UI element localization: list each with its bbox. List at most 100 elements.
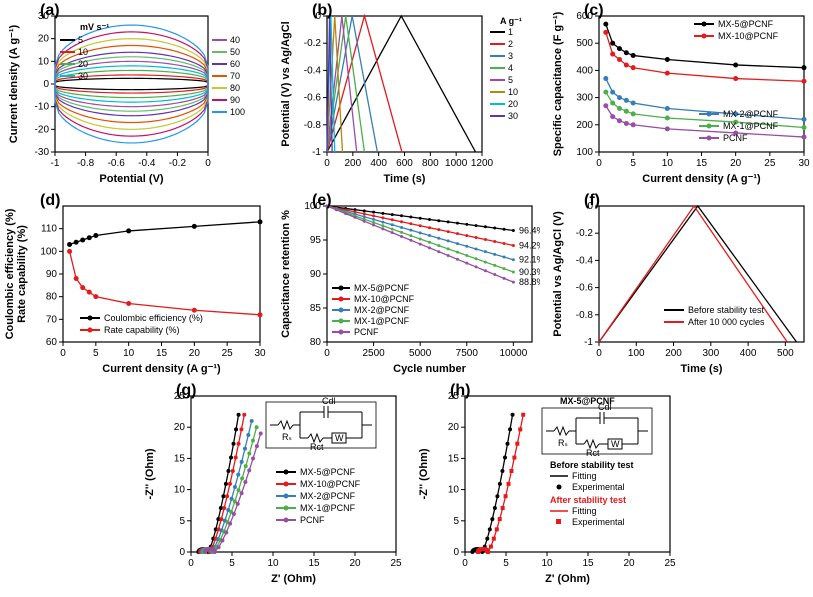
panel-e-label: (e) [312,192,332,210]
svg-text:20: 20 [78,59,88,69]
svg-text:15: 15 [696,158,708,169]
svg-text:Before stability test: Before stability test [550,460,634,470]
svg-text:MX-10@PCNF: MX-10@PCNF [300,479,361,489]
panel-a: (a) -1-0.8-0.6-0.4-0.20-30-20-100102030P… [0,2,268,190]
svg-text:Potential (V): Potential (V) [99,173,164,185]
panel-h-label: (h) [450,382,470,400]
svg-text:100: 100 [628,348,645,359]
svg-text:0: 0 [462,558,468,569]
svg-text:50: 50 [230,47,240,57]
svg-text:10: 10 [448,485,460,496]
svg-text:300: 300 [702,348,719,359]
svg-text:60: 60 [230,59,240,69]
svg-text:PCNF: PCNF [300,515,325,525]
svg-text:Before stability test: Before stability test [688,305,765,315]
svg-text:Current density (A g⁻¹): Current density (A g⁻¹) [642,173,761,185]
panel-c: (c) 051015202530100200300400500600Curren… [544,2,812,190]
svg-text:Rₛ: Rₛ [558,438,568,448]
svg-text:-0.2: -0.2 [576,228,594,239]
panel-f: (f) 0100200300400500-1-0.8-0.6-0.4-0.20T… [544,192,812,380]
svg-text:0: 0 [453,547,459,558]
svg-text:MX-2@PCNF: MX-2@PCNF [300,491,356,501]
svg-text:Current density (A g⁻¹): Current density (A g⁻¹) [8,24,20,143]
svg-text:10: 10 [662,158,674,169]
svg-text:25: 25 [664,558,676,569]
svg-text:94.2%: 94.2% [519,240,540,250]
svg-text:20: 20 [174,422,186,433]
svg-text:-0.4: -0.4 [138,158,156,169]
svg-text:110: 110 [41,224,57,235]
svg-text:1: 1 [508,27,513,37]
svg-text:5: 5 [229,558,235,569]
svg-text:Rate capability (%): Rate capability (%) [16,225,28,323]
svg-text:-0.4: -0.4 [304,65,322,76]
svg-text:5: 5 [508,75,513,85]
svg-text:10: 10 [267,558,279,569]
svg-text:5: 5 [78,35,83,45]
svg-text:25: 25 [390,558,402,569]
svg-text:MX-2@PCNF: MX-2@PCNF [723,109,779,119]
svg-text:MX-10@PCNF: MX-10@PCNF [718,31,779,41]
svg-text:0: 0 [179,547,185,558]
panel-h: (h) 05101520250510152025Z' (Ohm)-Z'' (Oh… [410,382,678,592]
svg-text:300: 300 [576,93,593,104]
svg-text:15: 15 [156,348,168,359]
svg-text:20: 20 [189,348,201,359]
svg-text:30: 30 [508,111,518,121]
svg-text:10: 10 [508,87,518,97]
panel-a-label: (a) [40,2,60,20]
svg-text:Cdl: Cdl [598,402,612,412]
svg-text:0: 0 [188,558,194,569]
svg-text:-0.6: -0.6 [304,93,322,104]
svg-text:MX-1@PCNF: MX-1@PCNF [723,121,779,131]
svg-text:30: 30 [254,348,266,359]
svg-text:Coulombic efficiency (%): Coulombic efficiency (%) [104,313,203,323]
svg-text:500: 500 [576,38,593,49]
svg-text:W: W [611,439,620,449]
svg-text:MX-2@PCNF: MX-2@PCNF [354,305,410,315]
svg-text:-0.6: -0.6 [108,158,126,169]
svg-text:10000: 10000 [499,348,527,359]
svg-text:MX-1@PCNF: MX-1@PCNF [354,316,410,326]
svg-text:Z' (Ohm): Z' (Ohm) [271,573,316,585]
panel-f-label: (f) [584,192,600,210]
svg-text:0: 0 [324,158,330,169]
svg-text:200: 200 [576,120,593,131]
svg-text:15: 15 [308,558,320,569]
svg-text:0: 0 [60,348,66,359]
svg-text:-Z'' (Ohm): -Z'' (Ohm) [418,448,430,499]
svg-text:10: 10 [123,348,135,359]
svg-text:500: 500 [777,348,794,359]
svg-text:0: 0 [324,348,330,359]
svg-text:Potential (V) vs Ag/AgCl: Potential (V) vs Ag/AgCl [280,21,292,147]
panel-d-label: (d) [40,192,60,210]
svg-text:5: 5 [503,558,509,569]
svg-text:-1: -1 [584,337,593,348]
svg-text:30: 30 [78,71,88,81]
svg-text:25: 25 [222,348,234,359]
svg-text:7500: 7500 [456,348,479,359]
svg-text:60: 60 [46,337,58,348]
panel-b: (b) 020040060080010001200-1-0.8-0.6-0.4-… [272,2,540,190]
panel-e: (e) 02500500075001000080859095100Cycle n… [272,192,540,380]
panel-c-label: (c) [584,2,604,20]
svg-text:W: W [335,433,344,443]
svg-text:20: 20 [508,99,518,109]
svg-text:80: 80 [310,337,322,348]
svg-text:90: 90 [230,95,240,105]
svg-text:200: 200 [344,158,361,169]
svg-text:3: 3 [508,51,513,61]
panel-g-label: (g) [176,382,196,400]
svg-text:Cycle number: Cycle number [393,363,466,375]
svg-text:15: 15 [448,453,460,464]
svg-text:mV s⁻¹: mV s⁻¹ [80,22,109,32]
svg-text:Fitting: Fitting [572,506,597,516]
svg-text:15: 15 [582,558,594,569]
svg-text:Time (s): Time (s) [384,173,426,185]
svg-text:10: 10 [541,558,553,569]
svg-text:100: 100 [230,107,245,117]
svg-text:15: 15 [174,453,186,464]
svg-text:Cdl: Cdl [322,396,336,406]
svg-text:10: 10 [174,485,186,496]
svg-text:Specific capacitance (F g⁻¹): Specific capacitance (F g⁻¹) [552,11,564,156]
